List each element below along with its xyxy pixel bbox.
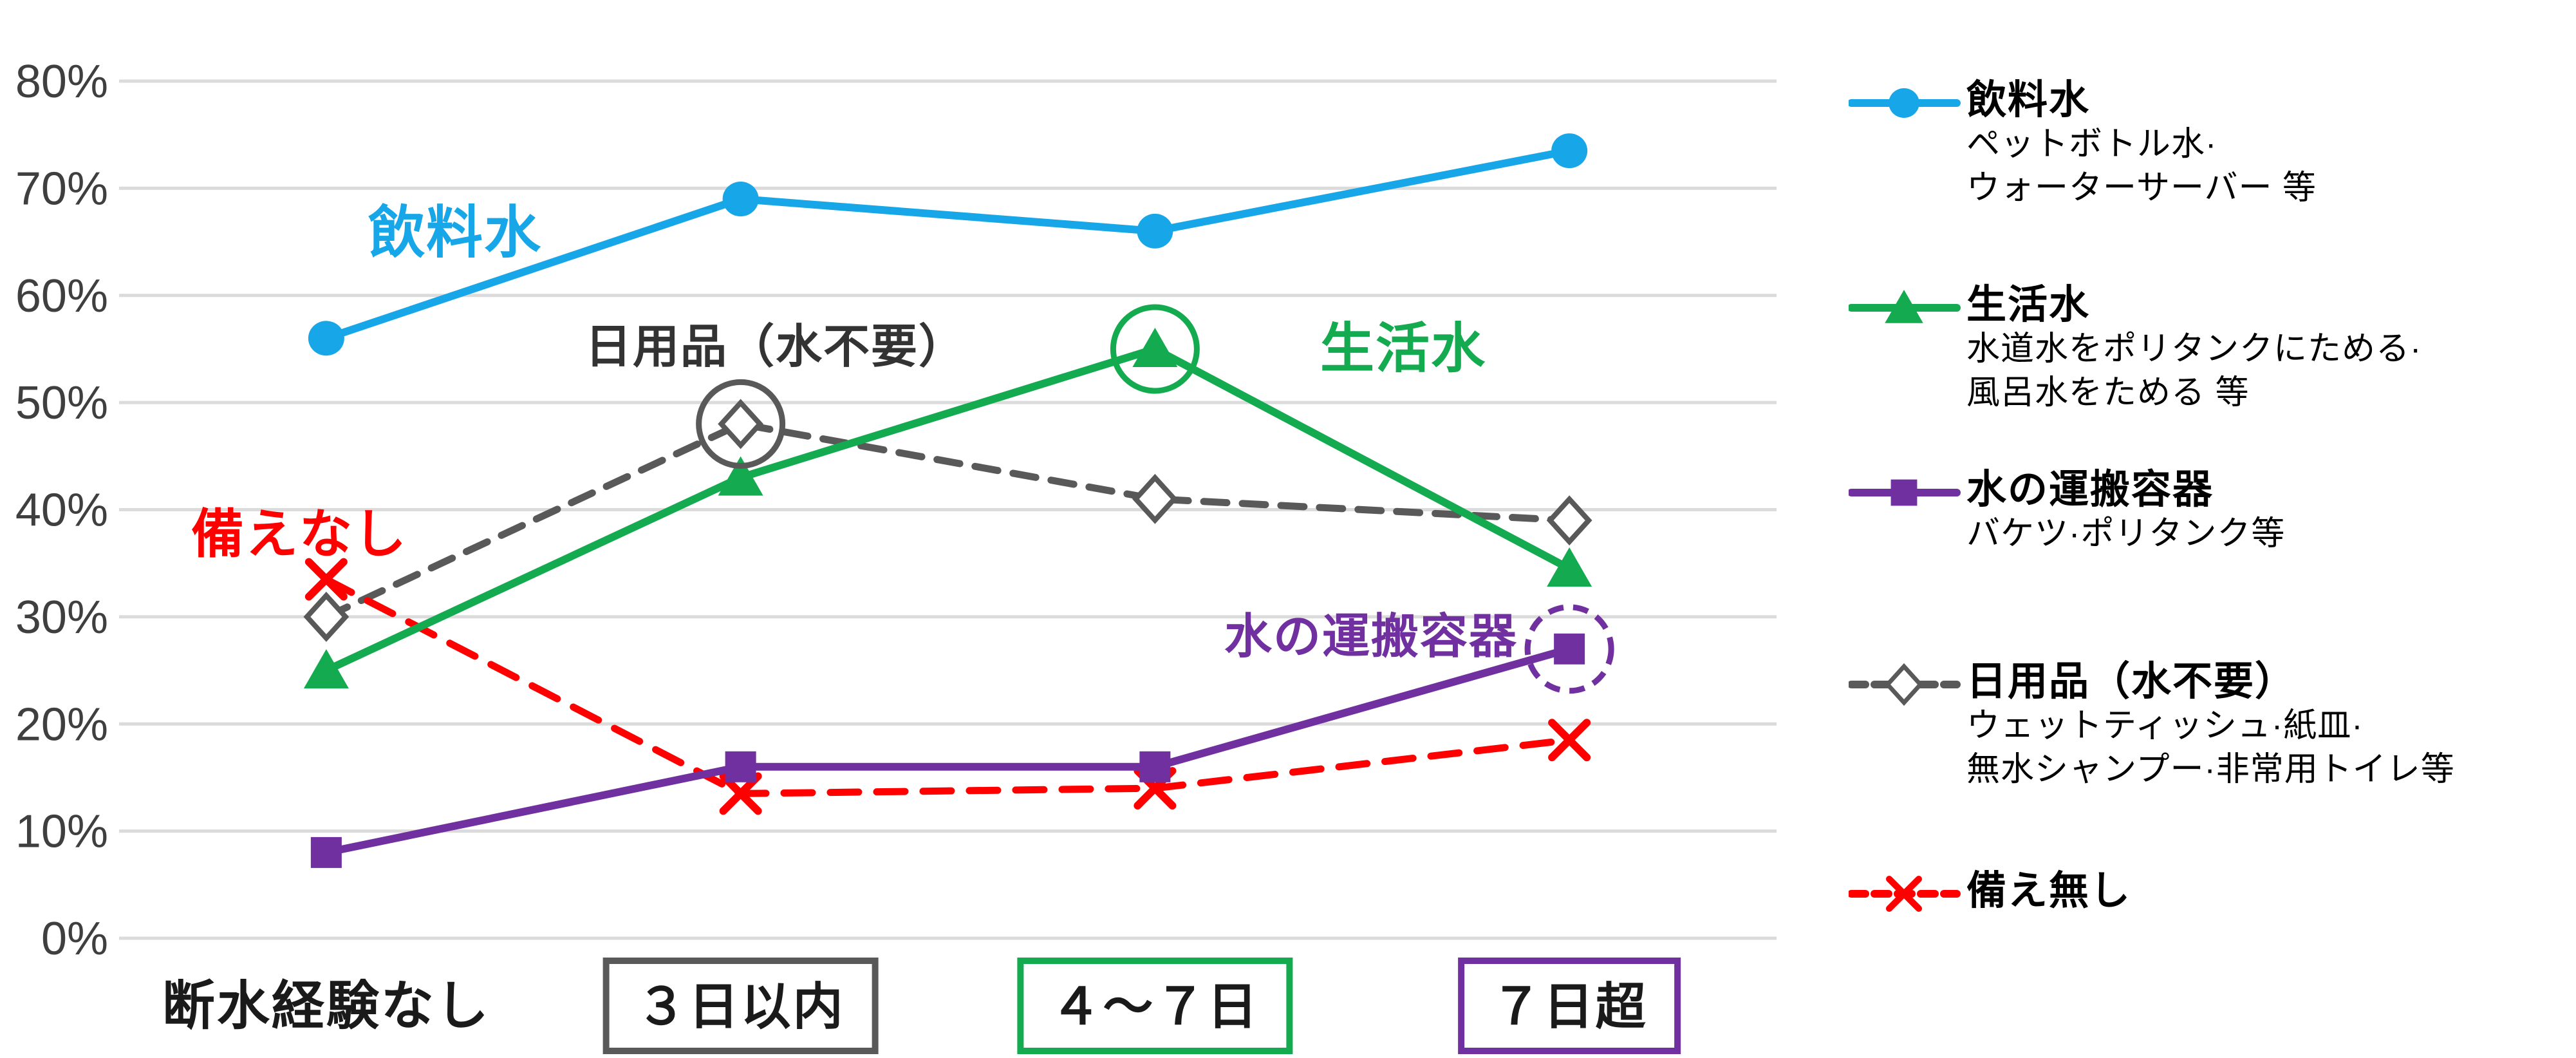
series-label-annotation: 水の運搬容器 bbox=[1224, 610, 1518, 663]
legend-item-no-preparation: 備え無し bbox=[1847, 868, 2132, 920]
y-tick-label: 20% bbox=[15, 699, 108, 750]
series-2 bbox=[310, 633, 1585, 868]
series-label-annotation: 飲料水 bbox=[368, 201, 542, 265]
legend-marker-svg bbox=[1847, 875, 1961, 912]
data-point-square bbox=[1554, 633, 1585, 665]
data-point-triangle bbox=[1885, 289, 1923, 323]
y-tick-label: 10% bbox=[15, 806, 108, 858]
legend-label: 日用品（水不要） bbox=[1966, 659, 2297, 704]
y-tick-label: 80% bbox=[15, 56, 108, 108]
series-line bbox=[322, 147, 1574, 343]
x-category-label: 断水経験なし bbox=[162, 977, 490, 1035]
legend-item-drinking-water: 飲料水 ペットボトル水· ウォーターサーバー 等 bbox=[1847, 77, 2317, 210]
data-point-circle bbox=[722, 182, 759, 217]
series-line bbox=[322, 645, 1574, 856]
data-point-circle bbox=[308, 321, 344, 356]
data-point-triangle bbox=[1132, 327, 1178, 367]
series-line bbox=[322, 576, 1573, 797]
y-tick-label: 70% bbox=[15, 163, 108, 214]
data-point-x bbox=[1548, 719, 1591, 762]
circle-series-marker-icon bbox=[1847, 77, 1961, 129]
y-tick-label: 0% bbox=[41, 913, 108, 965]
data-point-diamond bbox=[1546, 495, 1592, 546]
legend-item-household-water: 生活水 水道水をポリタンクにためる· 風呂水をためる 等 bbox=[1847, 282, 2422, 415]
category-box bbox=[1017, 958, 1293, 1054]
series-0 bbox=[303, 399, 1592, 642]
legend-item-daily-goods: 日用品（水不要） ウェットティッシュ·紙皿· 無水シャンプー·非常用トイレ等 bbox=[1847, 659, 2455, 791]
y-tick-label: 50% bbox=[15, 377, 108, 429]
diamond-series-marker-icon bbox=[1847, 659, 1961, 710]
data-point-x bbox=[304, 558, 348, 601]
legend-marker-svg bbox=[1847, 289, 1961, 323]
y-tick-label: 30% bbox=[15, 592, 108, 643]
y-tick-label: 60% bbox=[15, 270, 108, 322]
legend-label: 水の運搬容器 bbox=[1966, 468, 2214, 512]
series-label-annotation: 生活水 bbox=[1320, 318, 1486, 379]
x-category-label: ４～７日 bbox=[1017, 958, 1293, 1054]
legend-label: 生活水 bbox=[1966, 283, 2091, 327]
series-3 bbox=[303, 327, 1592, 689]
legend-marker-svg bbox=[1847, 663, 1961, 706]
series-label-annotation: 日用品（水不要） bbox=[585, 321, 966, 373]
series-line bbox=[322, 420, 1573, 621]
highlight-ring bbox=[696, 379, 786, 469]
category-label-text: ７日超 bbox=[1491, 978, 1648, 1035]
data-point-diamond bbox=[718, 399, 764, 449]
legend-desc-line: バケツ·ポリタンク等 bbox=[1966, 515, 2286, 553]
data-point-square bbox=[725, 751, 756, 782]
category-label-text: ４～７日 bbox=[1050, 978, 1259, 1035]
triangle-series-marker-icon bbox=[1847, 282, 1961, 334]
legend-desc-line: 水道水をポリタンクにためる· bbox=[1966, 330, 2422, 368]
legend-desc-line: ウェットティッシュ·紙皿· bbox=[1966, 707, 2364, 745]
category-label-text: 断水経験なし bbox=[162, 977, 490, 1035]
data-point-circle bbox=[1889, 88, 1919, 118]
category-label-text: ３日以内 bbox=[637, 978, 845, 1035]
category-box bbox=[1458, 958, 1681, 1054]
data-point-circle bbox=[1551, 133, 1588, 169]
highlight-ring bbox=[1524, 604, 1614, 694]
series-line bbox=[322, 345, 1574, 675]
highlight-ring bbox=[1110, 304, 1200, 394]
series-4 bbox=[308, 133, 1588, 356]
legend-desc-line: 風呂水をためる 等 bbox=[1966, 373, 2250, 411]
legend-desc-line: ウォーターサーバー 等 bbox=[1966, 169, 2317, 207]
x-category-label: ７日超 bbox=[1458, 958, 1681, 1054]
data-point-diamond bbox=[303, 591, 350, 642]
data-point-triangle bbox=[718, 456, 763, 496]
x-series-marker-icon bbox=[1847, 868, 1961, 920]
y-tick-label: 40% bbox=[15, 485, 108, 536]
series-label-annotation: 備えなし bbox=[191, 505, 407, 564]
series-1 bbox=[304, 558, 1591, 815]
category-box bbox=[602, 958, 879, 1054]
data-point-square bbox=[310, 836, 342, 868]
data-point-diamond bbox=[1132, 473, 1178, 524]
data-point-diamond bbox=[1884, 663, 1924, 706]
legend-label: 飲料水 bbox=[1966, 78, 2091, 122]
data-point-triangle bbox=[1547, 547, 1592, 587]
legend-marker-svg bbox=[1847, 88, 1961, 118]
legend-marker-svg bbox=[1847, 479, 1961, 506]
data-point-square bbox=[1890, 479, 1918, 506]
legend-label: 備え無し bbox=[1966, 869, 2132, 913]
y-tick-labels: 0% 10% 20% 30% 40% 50% 60% 70% 80% bbox=[15, 56, 108, 965]
data-point-square bbox=[1139, 751, 1171, 782]
data-point-triangle bbox=[303, 649, 349, 689]
x-category-label: ３日以内 bbox=[602, 958, 879, 1054]
legend-item-water-containers: 水の運搬容器 バケツ·ポリタンク等 bbox=[1847, 467, 2286, 556]
data-point-x bbox=[1885, 875, 1923, 912]
legend-desc-line: 無水シャンプー·非常用トイレ等 bbox=[1966, 750, 2455, 788]
chart-legend: 飲料水 ペットボトル水· ウォーターサーバー 等 生活水 水道水をポリタンクにた… bbox=[1847, 0, 2576, 1058]
legend-desc-line: ペットボトル水· bbox=[1966, 126, 2217, 164]
y-gridlines bbox=[119, 79, 1777, 940]
square-series-marker-icon bbox=[1847, 467, 1961, 518]
data-point-circle bbox=[1137, 213, 1173, 249]
